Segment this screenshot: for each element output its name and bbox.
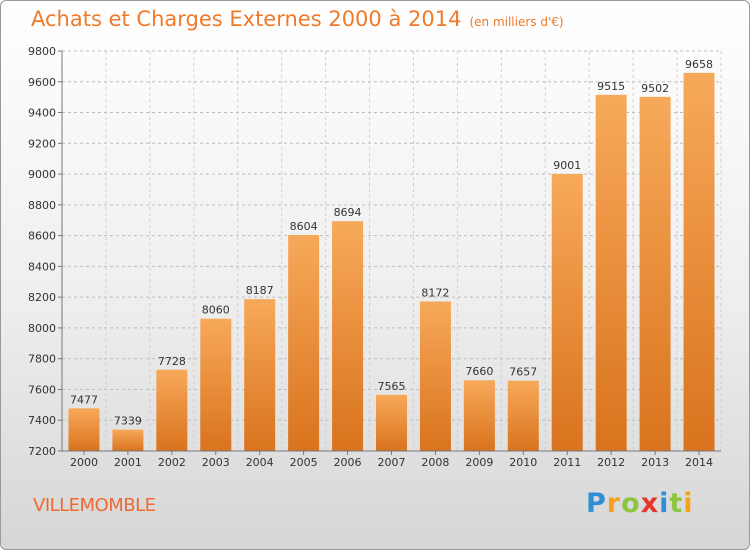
y-tick-label: 9800 [28,45,56,58]
y-tick-label: 9000 [28,168,56,181]
logo-letter: i [683,488,694,519]
y-tick-label: 9600 [28,76,56,89]
logo-letter: t [669,488,684,519]
bar [200,318,232,451]
y-tick-label: 8000 [28,322,56,335]
logo-letter: x [640,488,660,519]
x-tick-label: 2009 [465,456,493,469]
bar-value-label: 7565 [378,380,406,393]
x-tick-label: 2013 [641,456,669,469]
x-tick-label: 2002 [158,456,186,469]
bar [595,94,627,451]
bar-value-label: 9502 [641,82,669,95]
title-row: Achats et Charges Externes 2000 à 2014 (e… [31,7,564,31]
bar-value-label: 7660 [465,365,493,378]
x-tick-label: 2008 [421,456,449,469]
y-tick-label: 8600 [28,230,56,243]
x-tick-label: 2006 [334,456,362,469]
bar-value-label: 9658 [685,58,713,71]
bar [288,235,320,451]
chart-title: Achats et Charges Externes 2000 à 2014 [31,7,462,31]
bar [551,173,583,451]
bar-value-label: 9001 [553,159,581,172]
y-tick-label: 7600 [28,383,56,396]
x-tick-label: 2007 [378,456,406,469]
y-tick-label: 9200 [28,137,56,150]
y-tick-label: 8400 [28,260,56,273]
x-tick-label: 2003 [202,456,230,469]
proxiti-logo: Proxiti [586,488,694,519]
bar [244,299,276,451]
x-tick-label: 2000 [70,456,98,469]
bar-value-label: 7339 [114,415,142,428]
y-tick-label: 7200 [28,445,56,458]
x-tick-label: 2005 [290,456,318,469]
bar-layer: 7477 7339 7728 8060 8187 8604 8694 7565 8172 7660… [68,58,715,451]
logo-letter: o [621,488,641,519]
logo-letter: r [606,488,622,519]
bar-value-label: 7477 [70,393,98,406]
bar [463,380,495,451]
axis-layer: 7200 7400 7600 7800 8000 8200 8400 8600 8800 9000… [28,45,721,469]
bar-value-label: 8694 [334,206,362,219]
bar [68,408,100,451]
y-tick-label: 8200 [28,291,56,304]
y-tick-label: 7400 [28,414,56,427]
bar-value-label: 8187 [246,284,274,297]
bar [683,72,715,451]
y-tick-label: 8800 [28,199,56,212]
place-name: VILLEMOMBLE [33,495,156,516]
x-tick-label: 2001 [114,456,142,469]
bar-value-label: 8060 [202,304,230,317]
bar-value-label: 9515 [597,80,625,93]
bar [376,394,407,451]
y-tick-label: 7800 [28,353,56,366]
y-tick-label: 9400 [28,107,56,120]
bar [332,221,364,451]
bar-value-label: 8172 [421,286,449,299]
bar-value-label: 8604 [290,220,318,233]
x-tick-label: 2014 [685,456,713,469]
x-tick-label: 2004 [246,456,274,469]
logo-letter: P [586,488,607,519]
bar-value-label: 7657 [509,366,537,379]
bar [112,429,144,451]
bar [156,369,188,451]
bar [419,301,451,451]
chart-subtitle: (en milliers d'€) [469,15,564,29]
x-tick-label: 2011 [553,456,581,469]
x-tick-label: 2010 [509,456,537,469]
logo-letter: i [659,488,670,519]
bar [639,96,671,451]
x-tick-label: 2012 [597,456,625,469]
bar [507,380,539,451]
bar-value-label: 7728 [158,355,186,368]
